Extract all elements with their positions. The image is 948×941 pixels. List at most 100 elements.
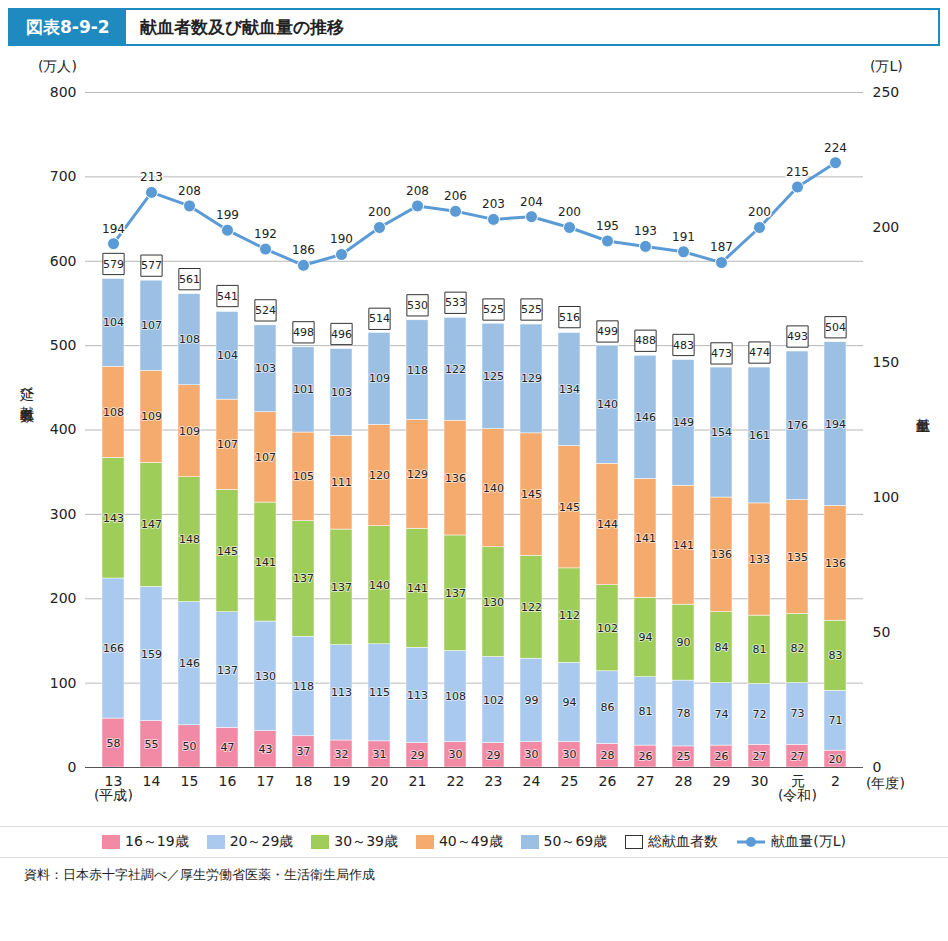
svg-text:112: 112	[559, 609, 580, 622]
svg-text:141: 141	[673, 539, 694, 552]
svg-text:514: 514	[369, 312, 390, 325]
svg-text:213: 213	[140, 170, 163, 184]
svg-text:204: 204	[520, 195, 543, 209]
svg-text:194: 194	[825, 418, 846, 431]
svg-text:30: 30	[525, 748, 539, 761]
svg-text:154: 154	[711, 426, 732, 439]
svg-text:400: 400	[50, 421, 77, 437]
svg-text:193: 193	[634, 224, 657, 238]
svg-text:137: 137	[445, 587, 466, 600]
svg-text:0: 0	[873, 759, 882, 775]
svg-text:133: 133	[749, 553, 770, 566]
svg-text:186: 186	[292, 243, 315, 257]
svg-text:530: 530	[407, 299, 428, 312]
svg-text:27: 27	[791, 750, 805, 763]
svg-text:473: 473	[711, 347, 732, 360]
svg-text:25: 25	[677, 750, 691, 763]
svg-text:500: 500	[50, 337, 77, 353]
svg-text:83: 83	[829, 649, 843, 662]
svg-text:800: 800	[50, 84, 77, 100]
svg-text:58: 58	[107, 737, 121, 750]
svg-text:141: 141	[255, 556, 276, 569]
svg-text:137: 137	[217, 664, 238, 677]
svg-text:50: 50	[183, 740, 197, 753]
svg-text:29: 29	[713, 773, 731, 789]
svg-text:498: 498	[293, 326, 314, 339]
svg-text:100: 100	[873, 489, 900, 505]
svg-text:108: 108	[179, 333, 200, 346]
svg-text:104: 104	[103, 316, 124, 329]
svg-text:15: 15	[181, 773, 199, 789]
svg-text:113: 113	[331, 686, 352, 699]
svg-text:496: 496	[331, 328, 352, 341]
svg-text:136: 136	[825, 557, 846, 570]
svg-text:115: 115	[369, 686, 390, 699]
svg-text:524: 524	[255, 304, 276, 317]
svg-text:84: 84	[715, 641, 729, 654]
svg-text:129: 129	[521, 372, 542, 385]
svg-text:200: 200	[50, 590, 77, 606]
svg-text:176: 176	[787, 419, 808, 432]
svg-text:474: 474	[749, 346, 770, 359]
svg-text:600: 600	[50, 253, 77, 269]
svg-text:533: 533	[445, 296, 466, 309]
svg-text:579: 579	[103, 257, 124, 270]
svg-text:200: 200	[368, 205, 391, 219]
svg-text:483: 483	[673, 338, 694, 351]
svg-text:78: 78	[677, 707, 691, 720]
svg-text:130: 130	[483, 596, 504, 609]
svg-text:20: 20	[371, 773, 389, 789]
svg-text:122: 122	[521, 601, 542, 614]
svg-text:19: 19	[333, 773, 351, 789]
svg-text:140: 140	[369, 579, 390, 592]
svg-text:26: 26	[715, 750, 729, 763]
svg-text:140: 140	[597, 398, 618, 411]
svg-text:18: 18	[295, 773, 313, 789]
svg-text:150: 150	[873, 354, 900, 370]
svg-text:700: 700	[50, 168, 77, 184]
svg-text:143: 143	[103, 512, 124, 525]
svg-text:50: 50	[873, 624, 891, 640]
svg-text:107: 107	[141, 319, 162, 332]
svg-text:29: 29	[487, 749, 501, 762]
svg-text:109: 109	[141, 410, 162, 423]
svg-text:107: 107	[217, 438, 238, 451]
svg-text:200: 200	[748, 205, 771, 219]
svg-text:300: 300	[50, 506, 77, 522]
svg-text:25: 25	[561, 773, 579, 789]
svg-text:22: 22	[447, 773, 465, 789]
svg-text:577: 577	[141, 259, 162, 272]
svg-text:26: 26	[639, 750, 653, 763]
svg-text:136: 136	[711, 548, 732, 561]
svg-text:525: 525	[521, 303, 542, 316]
svg-text:250: 250	[873, 84, 900, 100]
svg-text:17: 17	[257, 773, 275, 789]
svg-text:102: 102	[597, 622, 618, 635]
svg-text:200: 200	[873, 219, 900, 235]
svg-text:28: 28	[675, 773, 693, 789]
svg-text:140: 140	[483, 482, 504, 495]
svg-text:111: 111	[331, 476, 352, 489]
svg-text:81: 81	[639, 705, 653, 718]
svg-text:13(平成): 13(平成)	[94, 773, 133, 803]
svg-text:525: 525	[483, 303, 504, 316]
svg-text:148: 148	[179, 533, 200, 546]
svg-text:108: 108	[445, 690, 466, 703]
svg-text:2: 2	[831, 773, 840, 789]
svg-text:499: 499	[597, 325, 618, 338]
svg-text:137: 137	[331, 581, 352, 594]
svg-text:90: 90	[677, 636, 691, 649]
svg-text:118: 118	[407, 364, 428, 377]
svg-text:30: 30	[751, 773, 769, 789]
svg-text:74: 74	[715, 708, 729, 721]
svg-text:107: 107	[255, 451, 276, 464]
svg-text:30: 30	[563, 748, 577, 761]
svg-text:104: 104	[217, 349, 238, 362]
svg-text:26: 26	[599, 773, 617, 789]
svg-text:23: 23	[485, 773, 503, 789]
svg-text:102: 102	[483, 694, 504, 707]
svg-text:16: 16	[219, 773, 237, 789]
svg-text:192: 192	[254, 227, 277, 241]
svg-text:199: 199	[216, 208, 239, 222]
svg-text:146: 146	[635, 411, 656, 424]
